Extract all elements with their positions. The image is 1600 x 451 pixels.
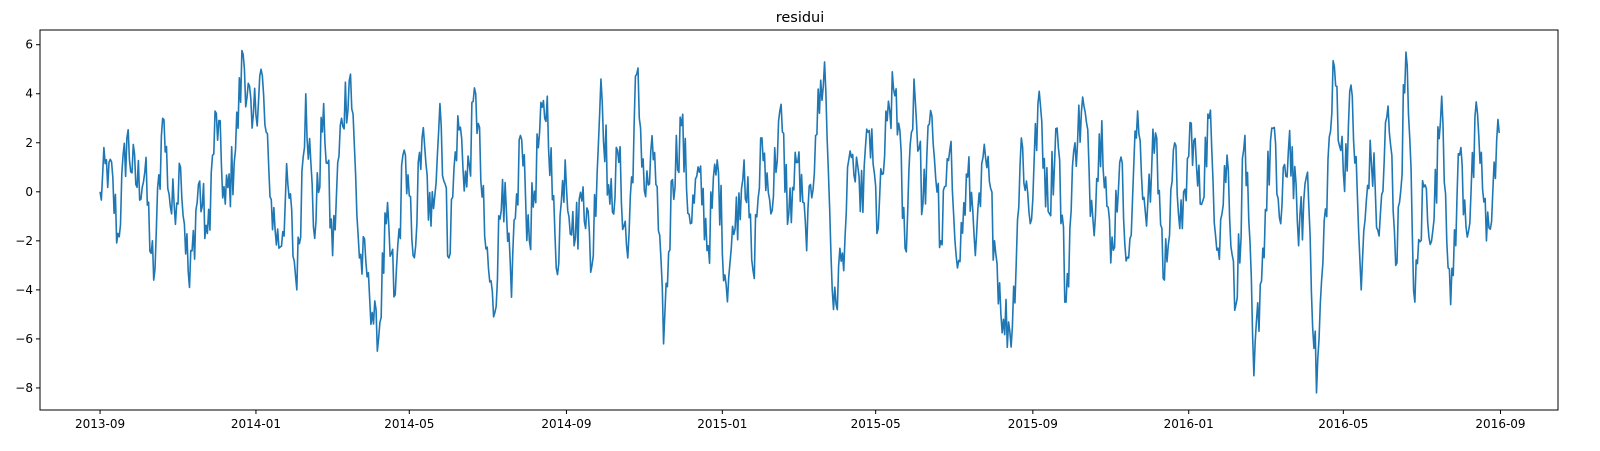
chart-title: residui xyxy=(776,10,825,26)
y-tick-label: 0 xyxy=(25,185,33,199)
x-tick-label: 2016-09 xyxy=(1475,417,1525,431)
x-tick-label: 2016-01 xyxy=(1164,417,1214,431)
residui-series-line xyxy=(99,49,1501,394)
x-tick-label: 2016-05 xyxy=(1318,417,1368,431)
y-tick-label: −8 xyxy=(15,381,33,395)
x-tick-label: 2014-09 xyxy=(541,417,591,431)
series-layer xyxy=(99,49,1501,394)
y-tick-label: −4 xyxy=(15,283,33,297)
x-tick-label: 2015-09 xyxy=(1008,417,1058,431)
plot-frame xyxy=(39,29,1559,411)
y-tick-label: −2 xyxy=(15,234,33,248)
x-tick-label: 2013-09 xyxy=(75,417,125,431)
x-tick-label: 2015-05 xyxy=(851,417,901,431)
y-tick-label: −6 xyxy=(15,332,33,346)
plot-area xyxy=(40,30,1558,410)
y-tick-label: 6 xyxy=(25,38,33,52)
axis-layer: 2013-09 2014-01 2014-05 2014-09 2015-01 2015-… xyxy=(15,38,1525,431)
x-tick-label: 2014-01 xyxy=(231,417,281,431)
x-tick-label: 2015-01 xyxy=(697,417,747,431)
x-tick-label: 2014-05 xyxy=(384,417,434,431)
y-tick-label: 4 xyxy=(25,87,33,101)
y-tick-label: 2 xyxy=(25,136,33,150)
